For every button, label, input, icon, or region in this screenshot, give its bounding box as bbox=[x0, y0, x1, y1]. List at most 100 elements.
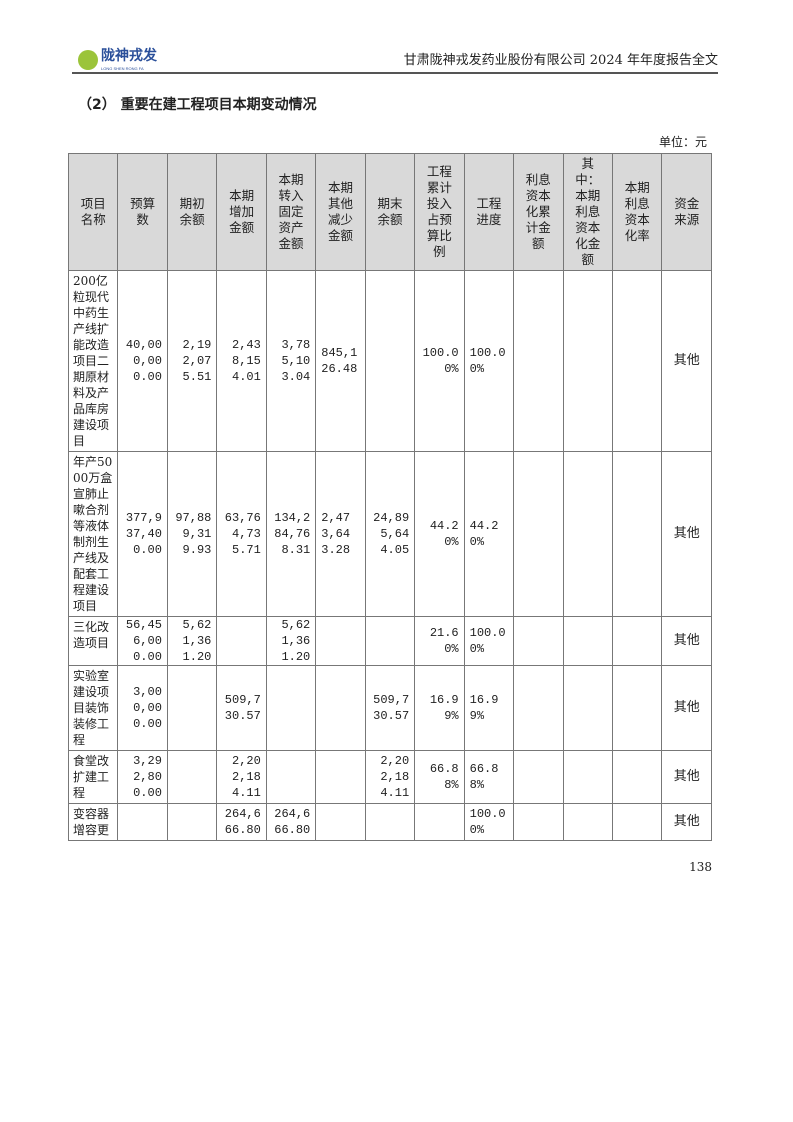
table-cell: 5,621,361.20 bbox=[166, 616, 218, 666]
table-row: 变容器增容更 264,666.80 264,666.80 100.00% 其他 bbox=[67, 803, 712, 841]
table-cell bbox=[166, 803, 218, 841]
table-cell bbox=[611, 750, 663, 804]
logo-cn: 陇神戎发 bbox=[101, 48, 157, 64]
column-header: 工程累计投入占预算比例 bbox=[414, 153, 465, 271]
table-body: 200亿粒现代中药生产线扩能改造项目二期原材料及产品库房建设项目 40,000,0… bbox=[67, 270, 712, 841]
table-cell: 97,889,319.93 bbox=[166, 451, 218, 617]
project-name-cell: 变容器增容更 bbox=[67, 803, 119, 841]
table-cell: 377,937,400.00 bbox=[117, 451, 168, 617]
table-cell bbox=[611, 270, 663, 452]
table-cell bbox=[513, 750, 564, 804]
table-cell bbox=[364, 616, 416, 666]
table-cell: 44.20% bbox=[463, 451, 515, 617]
table-cell bbox=[611, 616, 663, 666]
column-header: 项目名称 bbox=[67, 153, 119, 271]
column-header: 本期转入固定资产金额 bbox=[265, 153, 317, 271]
table-cell: 40,000,000.00 bbox=[117, 270, 168, 452]
header-row: 项目名称 预算数 期初余额 本期增加金额 本期转入固定资产金额 本期其他减少金额 期末余额工… bbox=[67, 153, 712, 271]
table-cell bbox=[611, 665, 663, 751]
table-cell: 其他 bbox=[661, 803, 712, 841]
table-cell: 其他 bbox=[661, 451, 712, 617]
table-cell bbox=[562, 451, 613, 617]
column-header: 本期其他减少金额 bbox=[315, 153, 366, 271]
table-cell: 其他 bbox=[661, 270, 712, 452]
table-cell: 24,895,644.05 bbox=[364, 451, 416, 617]
column-header: 本期利息资本化率 bbox=[611, 153, 663, 271]
table-cell: 134,284,768.31 bbox=[265, 451, 317, 617]
table-row: 食堂改扩建工程 3,292,800.00 2,202,184.11 2,202,184… bbox=[67, 750, 712, 804]
header-title: 甘肃陇神戎发药业股份有限公司 2024 年年度报告全文 bbox=[403, 53, 718, 68]
table-cell bbox=[315, 616, 366, 666]
table-cell bbox=[364, 270, 416, 452]
table-cell bbox=[117, 803, 168, 841]
column-header: 工程进度 bbox=[463, 153, 515, 271]
table-cell bbox=[562, 803, 613, 841]
table-cell: 21.60% bbox=[414, 616, 465, 666]
table-row: 实验室建设项目装饰装修工程 3,000,000.00 509,730.57 509,7… bbox=[67, 665, 712, 751]
table-cell bbox=[611, 803, 663, 841]
table-cell: 63,764,735.71 bbox=[216, 451, 267, 617]
logo-text: 陇神戎发 LONG SHEN RONG FA bbox=[101, 48, 157, 71]
table-cell: 56,456,000.00 bbox=[117, 616, 168, 666]
table-cell: 5,621,361.20 bbox=[265, 616, 317, 666]
table-cell: 3,292,800.00 bbox=[117, 750, 168, 804]
table-cell: 509,730.57 bbox=[216, 665, 267, 751]
table-row: 三化改造项目 56,456,000.00 5,621,361.20 5,621,361… bbox=[67, 616, 712, 666]
logo-mark-icon bbox=[78, 49, 98, 70]
table-cell bbox=[562, 270, 613, 452]
table-cell: 44.20% bbox=[414, 451, 465, 617]
table-cell: 16.99% bbox=[414, 665, 465, 751]
page-number: 138 bbox=[689, 860, 712, 874]
project-name-cell: 食堂改扩建工程 bbox=[67, 750, 119, 804]
table-cell: 66.88% bbox=[414, 750, 465, 804]
table-cell bbox=[216, 616, 267, 666]
table-row: 200亿粒现代中药生产线扩能改造项目二期原材料及产品库房建设项目 40,000,0… bbox=[67, 270, 712, 452]
table-cell bbox=[166, 665, 218, 751]
table-cell bbox=[562, 750, 613, 804]
column-header: 期初余额 bbox=[166, 153, 218, 271]
table-cell: 3,785,103.04 bbox=[265, 270, 317, 452]
table-cell: 其他 bbox=[661, 750, 712, 804]
table-cell: 其他 bbox=[661, 665, 712, 751]
table-cell: 66.88% bbox=[463, 750, 515, 804]
table-cell: 509,730.57 bbox=[364, 665, 416, 751]
table-cell bbox=[513, 803, 564, 841]
project-name-cell: 200亿粒现代中药生产线扩能改造项目二期原材料及产品库房建设项目 bbox=[67, 270, 119, 452]
header-divider bbox=[72, 72, 718, 74]
table-cell bbox=[513, 270, 564, 452]
table-cell bbox=[513, 665, 564, 751]
content-flow: 项目名称 预算数 期初余额 本期增加金额 本期转入固定资产金额 本期其他减少金额 期末余额工… bbox=[67, 153, 712, 874]
column-header: 其中：本期利息资本化金额 bbox=[562, 153, 613, 271]
table-cell: 2,192,075.51 bbox=[166, 270, 218, 452]
table-cell bbox=[315, 803, 366, 841]
table-cell: 2,202,184.11 bbox=[364, 750, 416, 804]
table-cell: 100.00% bbox=[414, 270, 465, 452]
table-cell bbox=[166, 750, 218, 804]
table-cell: 100.00% bbox=[463, 803, 515, 841]
table-cell bbox=[562, 616, 613, 666]
table-cell bbox=[315, 665, 366, 751]
table-cell: 2,438,154.01 bbox=[216, 270, 267, 452]
table-cell: 2,202,184.11 bbox=[216, 750, 267, 804]
table-cell: 2,473,643.28 bbox=[315, 451, 366, 617]
table-cell: 100.00% bbox=[463, 616, 515, 666]
table-cell: 16.99% bbox=[463, 665, 515, 751]
project-name-cell: 三化改造项目 bbox=[67, 616, 119, 666]
column-header: 资金来源 bbox=[661, 153, 712, 271]
project-name-cell: 实验室建设项目装饰装修工程 bbox=[67, 665, 119, 751]
table-cell bbox=[414, 803, 465, 841]
company-logo: 陇神戎发 LONG SHEN RONG FA bbox=[78, 48, 157, 71]
table-cell bbox=[265, 665, 317, 751]
table-cell: 264,666.80 bbox=[216, 803, 267, 841]
table-cell bbox=[513, 616, 564, 666]
logo-en: LONG SHEN RONG FA bbox=[101, 66, 144, 71]
table-cell bbox=[513, 451, 564, 617]
table-cell bbox=[315, 750, 366, 804]
table-cell bbox=[265, 750, 317, 804]
table-cell: 其他 bbox=[661, 616, 712, 666]
table-row: 年产5000万盒宣肺止嗽合剂等液体制剂生产线及配套工程建设项目 377,937,4… bbox=[67, 451, 712, 617]
project-name-cell: 年产5000万盒宣肺止嗽合剂等液体制剂生产线及配套工程建设项目 bbox=[67, 451, 119, 617]
column-header: 期末余额 bbox=[364, 153, 416, 271]
column-header: 预算数 bbox=[117, 153, 168, 271]
